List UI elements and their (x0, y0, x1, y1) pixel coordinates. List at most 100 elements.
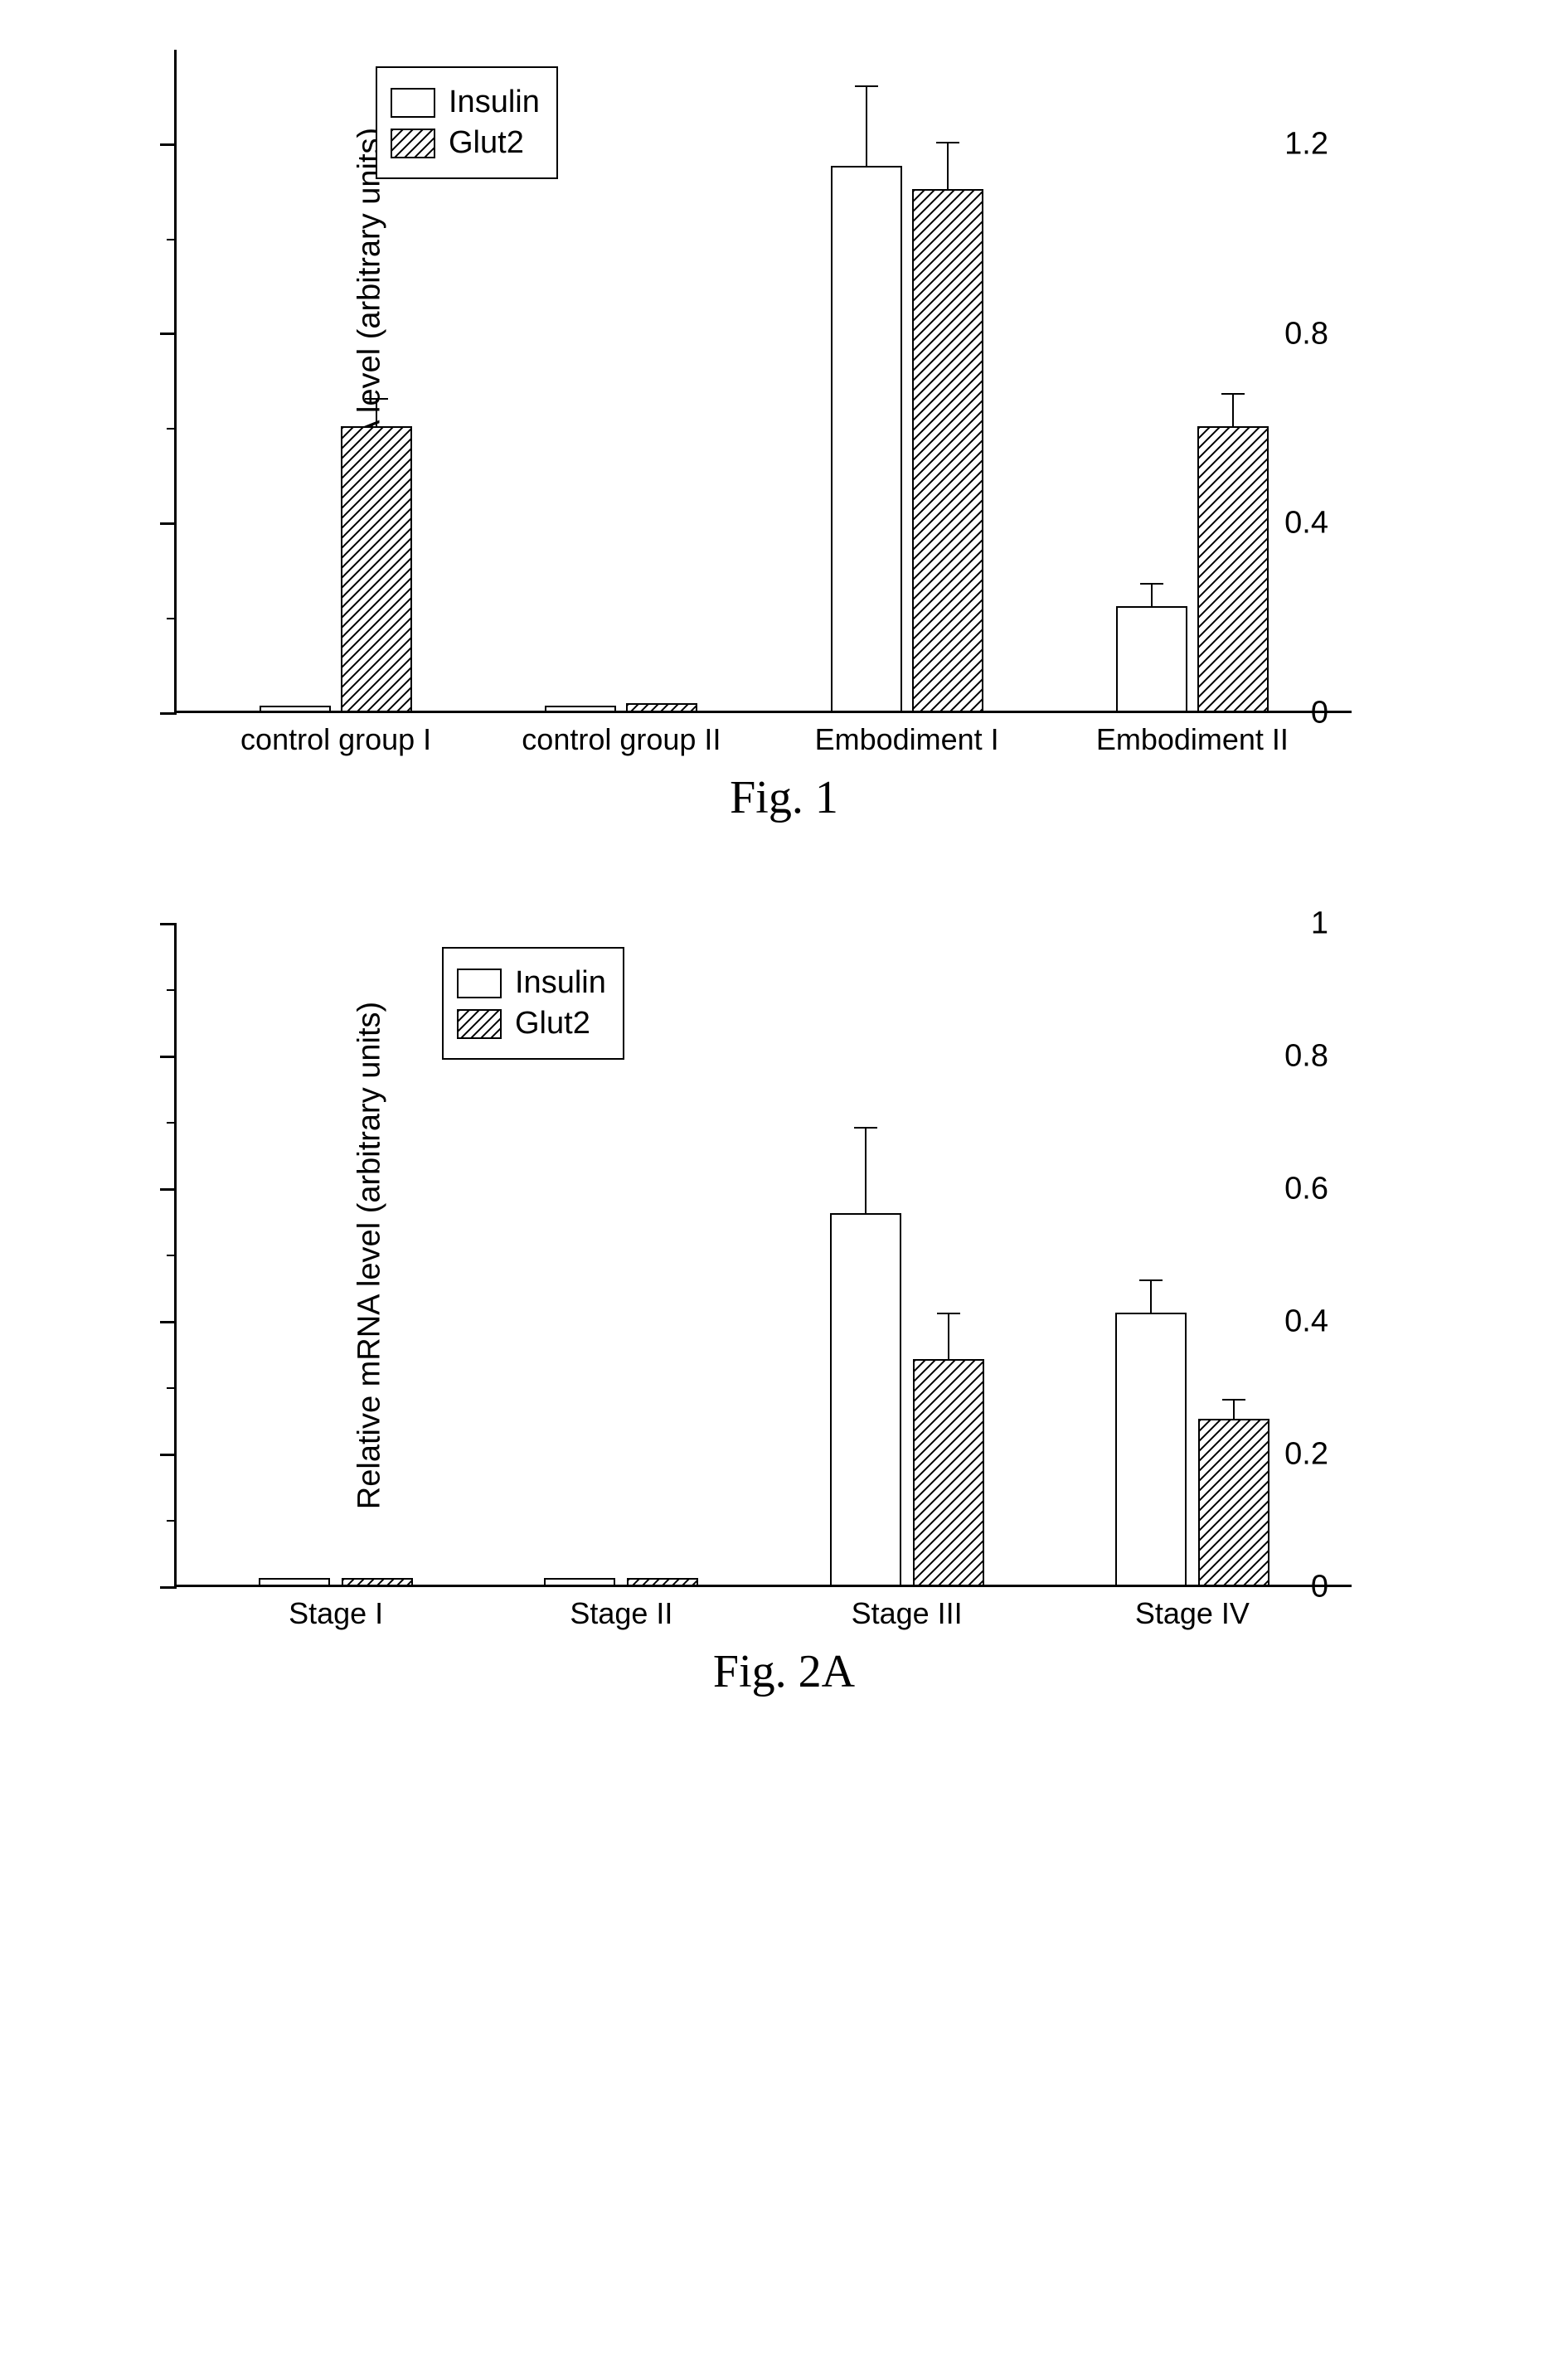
bar-slot (1197, 393, 1269, 711)
bar-groups: control group Icontrol group IIEmbodimen… (177, 50, 1352, 711)
figure-caption: Fig. 2A (100, 1645, 1468, 1698)
y-tick (160, 143, 177, 146)
bar (341, 426, 412, 711)
y-tick-label: 0 (1311, 696, 1328, 731)
bar-group: Embodiment II (1116, 393, 1269, 711)
legend-swatch (457, 1009, 502, 1039)
bar-slot (544, 1578, 615, 1585)
legend-swatch (391, 129, 435, 158)
y-tick-minor (167, 618, 177, 619)
legend-swatch (391, 88, 435, 118)
bar (1197, 426, 1269, 711)
chart-wrap: Relative mRNA level (arbitrary units)00.… (174, 924, 1468, 1587)
bar (259, 1578, 330, 1585)
bar (831, 166, 902, 711)
y-tick-minor (167, 1255, 177, 1256)
y-tick-label: 0.6 (1284, 1172, 1328, 1207)
legend-label: Glut2 (449, 125, 524, 161)
error-bar (1151, 583, 1153, 607)
legend-row: Insulin (457, 965, 606, 1001)
error-bar (865, 1127, 867, 1213)
bar-slot (830, 1127, 901, 1585)
figure-block: Relative mRNA level (arbitrary units)00.… (100, 924, 1468, 1698)
bar-group: Stage IV (1115, 1279, 1269, 1585)
figure-caption: Fig. 1 (100, 771, 1468, 824)
bar (545, 706, 616, 711)
bar-groups: Stage I Stage II Stage III Stage IV (177, 924, 1352, 1585)
y-tick-minor (167, 1520, 177, 1522)
y-tick (160, 522, 177, 525)
figure-block: Relative mRNA level (arbitrary units)00.… (100, 50, 1468, 824)
y-tick-label: 1.2 (1284, 127, 1328, 163)
bar (1198, 1419, 1269, 1585)
y-tick (160, 333, 177, 335)
y-tick-label: 0.4 (1284, 506, 1328, 541)
legend: Insulin Glut2 (442, 947, 624, 1060)
bar (830, 1213, 901, 1585)
bar (627, 1578, 698, 1585)
bar-group: Stage III (830, 1127, 984, 1585)
bar-slot (627, 1578, 698, 1585)
bar-group: Embodiment I (831, 85, 983, 711)
chart-wrap: Relative mRNA level (arbitrary units)00.… (174, 50, 1468, 713)
bar-slot (342, 1578, 413, 1585)
bar-group: Stage II (544, 1578, 698, 1585)
bar-slot (912, 142, 983, 711)
error-bar (1232, 393, 1234, 426)
y-tick-minor (167, 989, 177, 991)
y-tick-minor (167, 1387, 177, 1389)
legend-label: Glut2 (515, 1006, 590, 1041)
bar-group: Stage I (259, 1578, 413, 1585)
category-label: Embodiment I (815, 722, 999, 757)
legend-row: Glut2 (391, 125, 540, 161)
bar-slot (1198, 1399, 1269, 1585)
category-label: Stage I (289, 1596, 383, 1631)
error-bar (866, 85, 867, 166)
legend-row: Glut2 (457, 1006, 606, 1041)
error-bar (376, 398, 377, 426)
error-bar (1233, 1399, 1235, 1419)
bar-slot (626, 703, 697, 711)
bar-slot (259, 1578, 330, 1585)
category-label: Stage IV (1135, 1596, 1250, 1631)
legend-label: Insulin (515, 965, 606, 1001)
bar-slot (260, 706, 331, 711)
y-tick-label: 0 (1311, 1570, 1328, 1605)
bar-slot (341, 398, 412, 711)
bar (1116, 606, 1187, 711)
error-bar (948, 1313, 949, 1359)
y-tick-label: 0.8 (1284, 1039, 1328, 1075)
y-tick (160, 1321, 177, 1323)
bar (913, 1359, 984, 1585)
bar (544, 1578, 615, 1585)
bar-slot (913, 1313, 984, 1585)
plot-area: 00.40.81.2InsulinGlut2control group Icon… (174, 50, 1352, 713)
legend-row: Insulin (391, 85, 540, 120)
bar-slot (831, 85, 902, 711)
bar (626, 703, 697, 711)
legend-swatch (457, 969, 502, 998)
bar-slot (1116, 583, 1187, 711)
y-tick-label: 1 (1311, 906, 1328, 942)
y-tick (160, 923, 177, 925)
bar (1115, 1313, 1187, 1585)
error-bar (1150, 1279, 1152, 1313)
bar-group: control group I (260, 398, 412, 711)
category-label: control group I (240, 722, 431, 757)
bar (342, 1578, 413, 1585)
bar (260, 706, 331, 711)
y-tick-label: 0.2 (1284, 1437, 1328, 1473)
bar-slot (1115, 1279, 1187, 1585)
y-tick-minor (167, 1122, 177, 1124)
y-tick (160, 712, 177, 715)
y-tick-minor (167, 428, 177, 430)
category-label: Stage II (570, 1596, 672, 1631)
category-label: control group II (522, 722, 721, 757)
y-tick (160, 1056, 177, 1058)
category-label: Embodiment II (1096, 722, 1289, 757)
y-tick-minor (167, 239, 177, 240)
bar-slot (545, 706, 616, 711)
legend: Insulin Glut2 (376, 66, 558, 179)
y-tick (160, 1454, 177, 1456)
y-tick (160, 1586, 177, 1589)
